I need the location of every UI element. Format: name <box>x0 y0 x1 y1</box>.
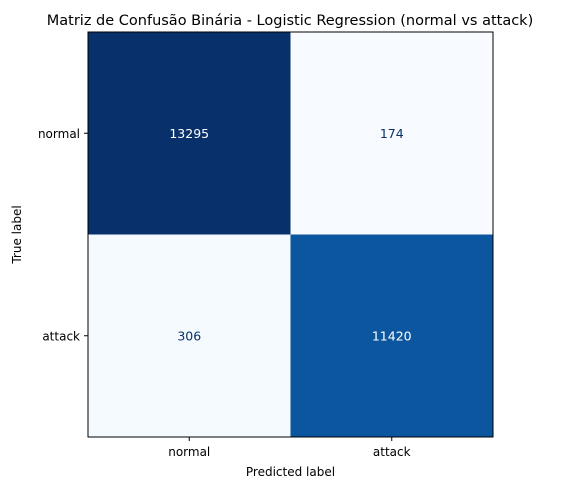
cell-value-label: 174 <box>380 126 404 141</box>
chart-title: Matriz de Confusão Binária - Logistic Re… <box>47 13 534 29</box>
cell-value-label: 11420 <box>372 328 412 343</box>
x-axis-ticks: normal attack <box>168 437 411 459</box>
x-axis-label: Predicted label <box>246 465 335 479</box>
heatmap-cell <box>88 32 291 235</box>
y-tick-label: attack <box>42 329 80 343</box>
y-tick-label: normal <box>38 127 80 141</box>
heatmap-cell <box>88 234 291 437</box>
y-axis-ticks: normal attack <box>38 127 88 343</box>
heatmap-cell <box>290 32 493 235</box>
y-axis-label: True label <box>10 205 24 264</box>
x-tick-label: attack <box>373 445 411 459</box>
plot-frame <box>87 31 494 438</box>
cell-value-label: 306 <box>177 328 201 343</box>
heatmap-cell-labels: 13295 174 306 11420 <box>169 126 411 344</box>
heatmap-cells <box>88 32 493 437</box>
heatmap-cell <box>290 234 493 437</box>
x-tick-label: normal <box>168 445 210 459</box>
cell-value-label: 13295 <box>169 126 209 141</box>
